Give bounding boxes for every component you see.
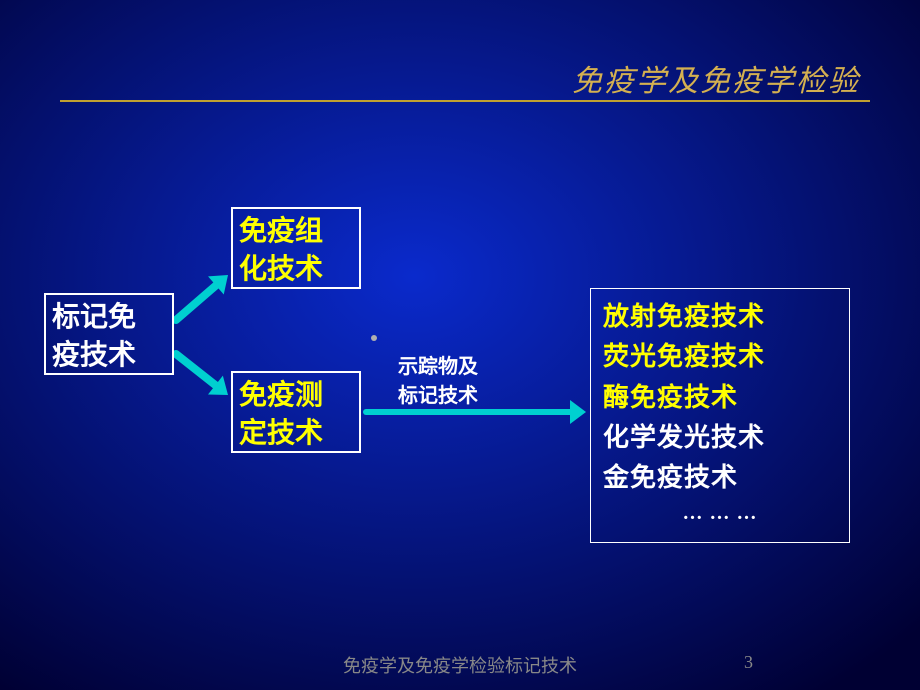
list-item: … … … <box>603 498 837 529</box>
slide-root: 免疫学及免疫学检验 标记免 疫技术 免疫组 化技术 免疫测 定技术 示踪物及 标… <box>0 0 920 690</box>
box-bot-line2: 定技术 <box>239 415 353 453</box>
list-item: 放射免疫技术 <box>603 297 837 337</box>
box-root-line1: 标记免 <box>52 299 166 337</box>
box-top-line1: 免疫组 <box>239 213 353 251</box>
box-top-line2: 化技术 <box>239 251 353 289</box>
box-bot-line1: 免疫测 <box>239 377 353 415</box>
arrow-label: 示踪物及 标记技术 <box>398 350 478 408</box>
box-root: 标记免 疫技术 <box>44 293 174 375</box>
list-item: 金免疫技术 <box>603 458 837 498</box>
footer-text: 免疫学及免疫学检验标记技术 <box>0 652 920 678</box>
box-branch-top: 免疫组 化技术 <box>231 207 361 289</box>
box-branch-bottom: 免疫测 定技术 <box>231 371 361 453</box>
box-root-line2: 疫技术 <box>52 337 166 375</box>
list-item: 荧光免疫技术 <box>603 337 837 377</box>
arrow-label-l1: 示踪物及 <box>398 350 478 379</box>
box-list: 放射免疫技术荧光免疫技术酶免疫技术化学发光技术金免疫技术… … … <box>590 288 850 543</box>
page-number: 3 <box>744 652 753 673</box>
list-item: 化学发光技术 <box>603 418 837 458</box>
arrow-label-l2: 标记技术 <box>398 379 478 408</box>
header-underline <box>60 100 870 102</box>
bullet-dot <box>371 335 377 341</box>
header-title: 免疫学及免疫学检验 <box>572 56 860 100</box>
list-item: 酶免疫技术 <box>603 378 837 418</box>
